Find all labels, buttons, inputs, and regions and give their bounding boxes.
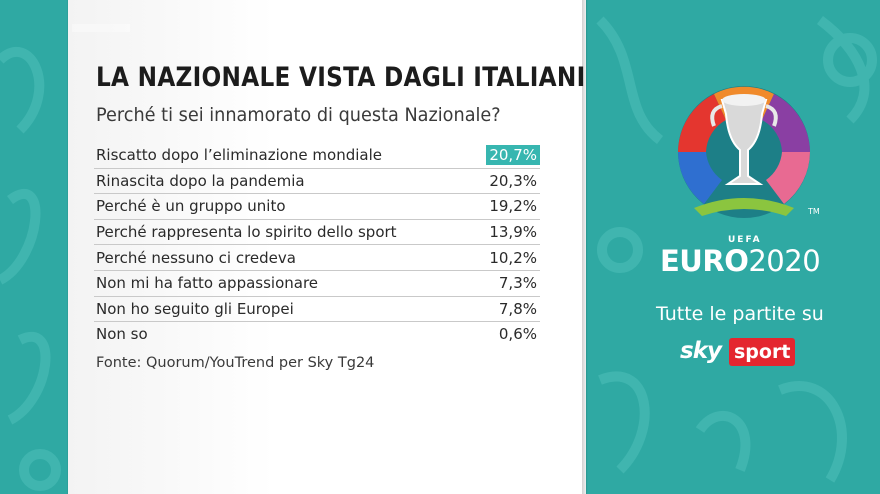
row-value: 0,6%	[498, 325, 537, 344]
survey-table: Riscatto dopo l’eliminazione mondiale 20…	[94, 143, 540, 347]
euro-word: EURO	[660, 244, 749, 278]
row-label: Perché è un gruppo unito	[96, 197, 286, 216]
trademark-mark: TM	[808, 207, 820, 216]
sport-badge: sport	[729, 338, 796, 366]
promo-tagline: Tutte le partite su	[656, 303, 824, 325]
row-value-highlighted: 20,7%	[486, 145, 540, 166]
row-value: 19,2%	[489, 197, 537, 216]
row-label: Perché nessuno ci credeva	[96, 248, 296, 267]
row-value: 13,9%	[489, 223, 537, 242]
row-value: 20,3%	[489, 171, 537, 190]
panel-shadow	[582, 0, 588, 494]
row-value: 10,2%	[489, 248, 537, 267]
sky-logo: sky	[680, 338, 722, 364]
table-row: Rinascita dopo la pandemia 20,3%	[94, 169, 540, 195]
source-note: Fonte: Quorum/YouTrend per Sky Tg24	[96, 355, 375, 371]
uefa-label: UEFA	[728, 235, 762, 245]
table-row: Perché rappresenta lo spirito dello spor…	[94, 220, 540, 246]
table-row: Non mi ha fatto appassionare 7,3%	[94, 271, 540, 297]
euro2020-trophy-logo	[678, 86, 810, 218]
euro2020-wordmark: EURO2020	[660, 244, 821, 278]
page-title: LA NAZIONALE VISTA DAGLI ITALIANI	[96, 62, 586, 93]
table-row: Non so 0,6%	[94, 322, 540, 347]
table-row: Perché è un gruppo unito 19,2%	[94, 194, 540, 220]
table-row: Non ho seguito gli Europei 7,8%	[94, 297, 540, 323]
row-value: 7,3%	[498, 274, 537, 293]
question-subtitle: Perché ti sei innamorato di questa Nazio…	[96, 104, 501, 126]
row-label: Non so	[96, 325, 148, 344]
content-panel	[68, 0, 586, 494]
row-label: Non mi ha fatto appassionare	[96, 274, 319, 293]
table-row: Riscatto dopo l’eliminazione mondiale 20…	[94, 143, 540, 169]
row-label: Rinascita dopo la pandemia	[96, 171, 305, 190]
row-label: Perché rappresenta lo spirito dello spor…	[96, 223, 397, 242]
row-label: Riscatto dopo l’eliminazione mondiale	[96, 146, 382, 165]
row-value: 7,8%	[498, 299, 537, 318]
row-label: Non ho seguito gli Europei	[96, 299, 294, 318]
broadcaster-watermark	[72, 24, 130, 32]
table-row: Perché nessuno ci credeva 10,2%	[94, 245, 540, 271]
euro-year: 2020	[748, 244, 821, 278]
